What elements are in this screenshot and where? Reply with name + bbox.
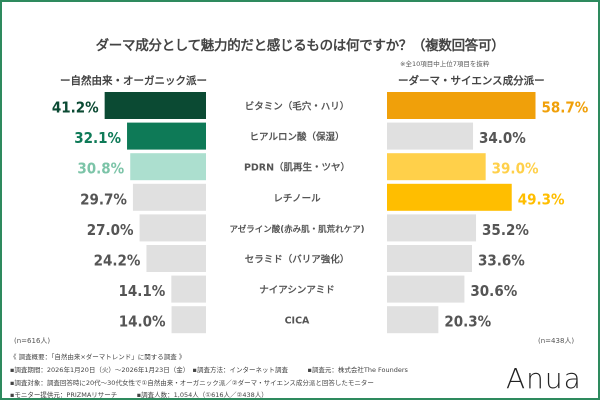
chart-note: ※全10項目中上位7項目を抜粋 <box>400 60 490 68</box>
left-bar <box>104 92 206 119</box>
right-value-label: 34.0% <box>479 129 526 147</box>
category-label: レチノール <box>273 193 321 204</box>
left-bar <box>127 122 206 150</box>
category-label: PDRN（肌再生・ツヤ） <box>244 162 350 174</box>
left-bar <box>132 183 206 211</box>
right-bar <box>387 306 439 334</box>
right-value-label: 30.6% <box>470 282 517 300</box>
left-value-label: 24.2% <box>94 252 141 270</box>
right-bar <box>387 153 486 181</box>
category-label: CICA <box>285 316 310 327</box>
left-sample-size: (n=616人) <box>14 337 51 345</box>
footer-survey-overview: 《 調査概要：「自然由来×ダーマトレンド」に関する調査 》 <box>10 353 186 361</box>
right-value-label: 49.3% <box>518 190 565 208</box>
category-label: セラミド（バリア強化） <box>245 254 350 266</box>
right-bar <box>387 214 477 242</box>
left-value-label: 32.1% <box>74 129 121 147</box>
left-bar <box>139 214 206 242</box>
anua-logo: Anua <box>506 362 582 395</box>
left-value-label: 41.2% <box>52 99 99 117</box>
left-bar <box>171 306 206 334</box>
right-value-label: 58.7% <box>542 99 589 117</box>
category-label: ナイアシンアミド <box>259 285 334 296</box>
right-group-label: ーダーマ・サイエンス成分派ー <box>398 75 545 87</box>
footer-survey-period: ▪調査期間：2026年1月20日（火）〜2026年1月23日（金） ▪調査方法：… <box>10 366 408 374</box>
right-bar <box>387 122 474 150</box>
right-bar <box>387 245 473 272</box>
right-value-label: 20.3% <box>444 313 491 331</box>
category-label: ヒアルロン酸（保湿） <box>250 131 345 143</box>
right-value-label: 33.6% <box>478 252 525 270</box>
chart-title: ダーマ成分として魅力的だと感じるものは何ですか？（複数回答可） <box>95 38 505 54</box>
right-value-label: 35.2% <box>482 221 529 239</box>
butterfly-bar-chart: 41.2% ビタミン（毛穴・ハリ） 58.7% 32.1% ヒアルロン酸（保湿） 34.0… <box>52 92 589 334</box>
right-bar <box>387 92 536 119</box>
left-value-label: 14.1% <box>118 282 165 300</box>
right-value-label: 39.0% <box>492 160 539 178</box>
left-value-label: 30.8% <box>77 160 124 178</box>
left-value-label: 29.7% <box>80 190 127 208</box>
footer-survey-provider: ▪モニター提供元：PRIZMAリサーチ ▪調査人数：1,054人（①616人／②… <box>10 391 268 399</box>
footer-survey-target: ▪調査対象：調査回答時に20代〜30代女性で①自然由来・オーガニック派／②ダーマ… <box>10 379 374 387</box>
left-bar <box>146 245 206 272</box>
left-group-label: ー自然由来・オーガニック派ー <box>60 75 207 87</box>
left-bar <box>130 153 206 181</box>
right-bar <box>387 183 512 211</box>
right-sample-size: (n=438人) <box>538 337 575 345</box>
category-label: ビタミン（毛穴・ハリ） <box>245 101 350 113</box>
right-bar <box>387 275 465 303</box>
left-value-label: 14.0% <box>119 313 166 331</box>
left-bar <box>171 275 206 303</box>
left-value-label: 27.0% <box>87 221 134 239</box>
category-label: アゼライン酸(赤み肌・肌荒れケア) <box>229 224 364 235</box>
